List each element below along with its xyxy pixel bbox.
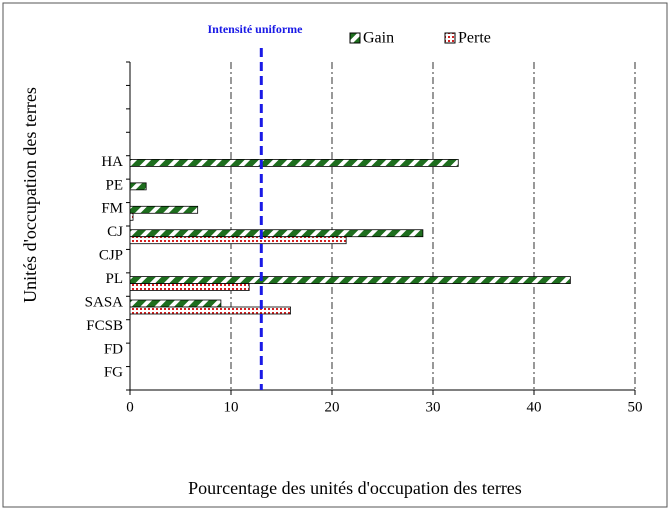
y-tick-label: FM bbox=[101, 201, 123, 217]
x-tick-label: 10 bbox=[224, 399, 239, 415]
y-tick-label: PE bbox=[105, 177, 123, 193]
y-tick-label: FCSB bbox=[86, 318, 123, 334]
y-tick-label: FD bbox=[104, 341, 123, 357]
y-tick-label: PL bbox=[105, 271, 123, 287]
bar bbox=[129, 182, 147, 191]
y-tick-label: CJ bbox=[107, 224, 123, 240]
x-tick-label: 20 bbox=[325, 399, 340, 415]
x-tick-label: 30 bbox=[426, 399, 441, 415]
annotation: Intensité uniforme bbox=[208, 22, 304, 36]
bar bbox=[129, 306, 291, 315]
y-tick-label: CJP bbox=[99, 248, 123, 264]
x-tick-label: 50 bbox=[628, 399, 643, 415]
x-tick-label: 0 bbox=[126, 399, 134, 415]
bar bbox=[129, 212, 134, 221]
bar bbox=[129, 276, 571, 284]
bar bbox=[129, 205, 199, 214]
bar bbox=[129, 299, 222, 308]
y-tick-label: FG bbox=[104, 365, 123, 381]
x-axis-label: Pourcentage des unités d'occupation des … bbox=[188, 478, 522, 498]
legend-label: Gain bbox=[363, 30, 394, 47]
legend-swatch bbox=[349, 32, 361, 44]
y-tick-label: HA bbox=[101, 154, 123, 170]
y-axis-label: Unités d'occupation des terres bbox=[20, 87, 40, 303]
bar bbox=[129, 159, 459, 167]
legend-swatch bbox=[444, 32, 456, 44]
bar bbox=[129, 229, 424, 238]
y-tick-label: SASA bbox=[85, 294, 124, 310]
bar bbox=[129, 236, 347, 245]
legend-label: Perte bbox=[458, 30, 491, 47]
bar bbox=[129, 283, 250, 291]
x-tick-label: 40 bbox=[527, 399, 542, 415]
